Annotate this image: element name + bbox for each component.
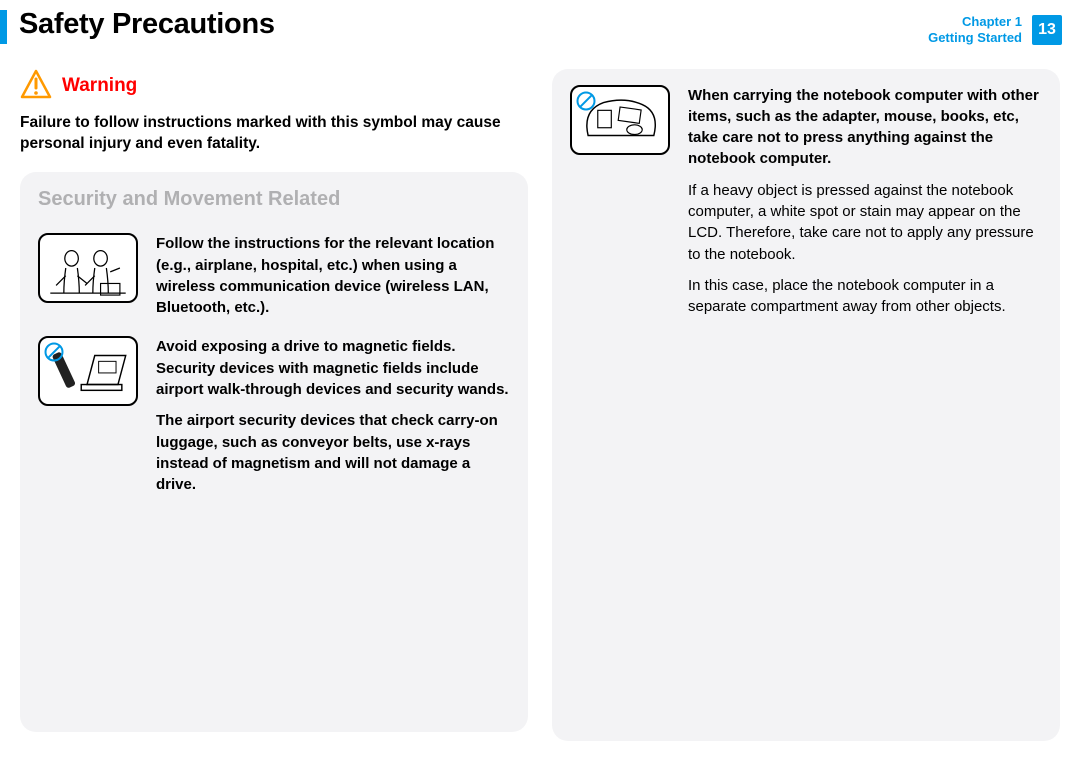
chapter-info: Chapter 1 Getting Started 13	[928, 14, 1062, 47]
chapter-label: Chapter 1	[928, 14, 1022, 30]
item-bold-text: Avoid exposing a drive to magnetic field…	[156, 336, 510, 400]
content-columns: Warning Failure to follow instructions m…	[0, 47, 1080, 741]
right-panel: When carrying the notebook computer with…	[552, 69, 1060, 741]
warning-header: Warning	[20, 69, 528, 104]
warning-label: Warning	[62, 75, 137, 97]
page-title: Safety Precautions	[19, 8, 275, 41]
panel-item-text: Follow the instructions for the relevant…	[156, 233, 510, 318]
carrying-notebook-icon	[570, 85, 670, 155]
section-label: Getting Started	[928, 30, 1022, 46]
panel-item: When carrying the notebook computer with…	[570, 85, 1042, 318]
panel-item: Avoid exposing a drive to magnetic field…	[38, 336, 510, 495]
item-bold-text: When carrying the notebook computer with…	[688, 85, 1042, 170]
magnetic-field-icon	[38, 336, 138, 406]
left-column: Warning Failure to follow instructions m…	[20, 69, 528, 741]
prohibit-icon	[576, 91, 596, 116]
warning-triangle-icon	[20, 69, 52, 104]
page-number: 13	[1032, 15, 1062, 45]
left-panel-title: Security and Movement Related	[38, 188, 510, 211]
left-panel: Security and Movement Related	[20, 172, 528, 732]
item-normal-text-2: In this case, place the notebook compute…	[688, 275, 1042, 318]
airplane-wireless-icon	[38, 233, 138, 303]
chapter-text: Chapter 1 Getting Started	[928, 14, 1022, 47]
prohibit-icon	[44, 342, 64, 367]
item-bold-text: Follow the instructions for the relevant…	[156, 233, 510, 318]
panel-item: Follow the instructions for the relevant…	[38, 233, 510, 318]
warning-body: Failure to follow instructions marked wi…	[20, 112, 528, 155]
item-normal-text: If a heavy object is pressed against the…	[688, 180, 1042, 265]
panel-item-text: When carrying the notebook computer with…	[688, 85, 1042, 318]
page-header: Safety Precautions Chapter 1 Getting Sta…	[0, 0, 1080, 47]
panel-item-text: Avoid exposing a drive to magnetic field…	[156, 336, 510, 495]
title-accent-bar	[0, 10, 7, 44]
right-column: When carrying the notebook computer with…	[552, 69, 1060, 741]
title-group: Safety Precautions	[0, 8, 275, 44]
item-bold-text-2: The airport security devices that check …	[156, 410, 510, 495]
